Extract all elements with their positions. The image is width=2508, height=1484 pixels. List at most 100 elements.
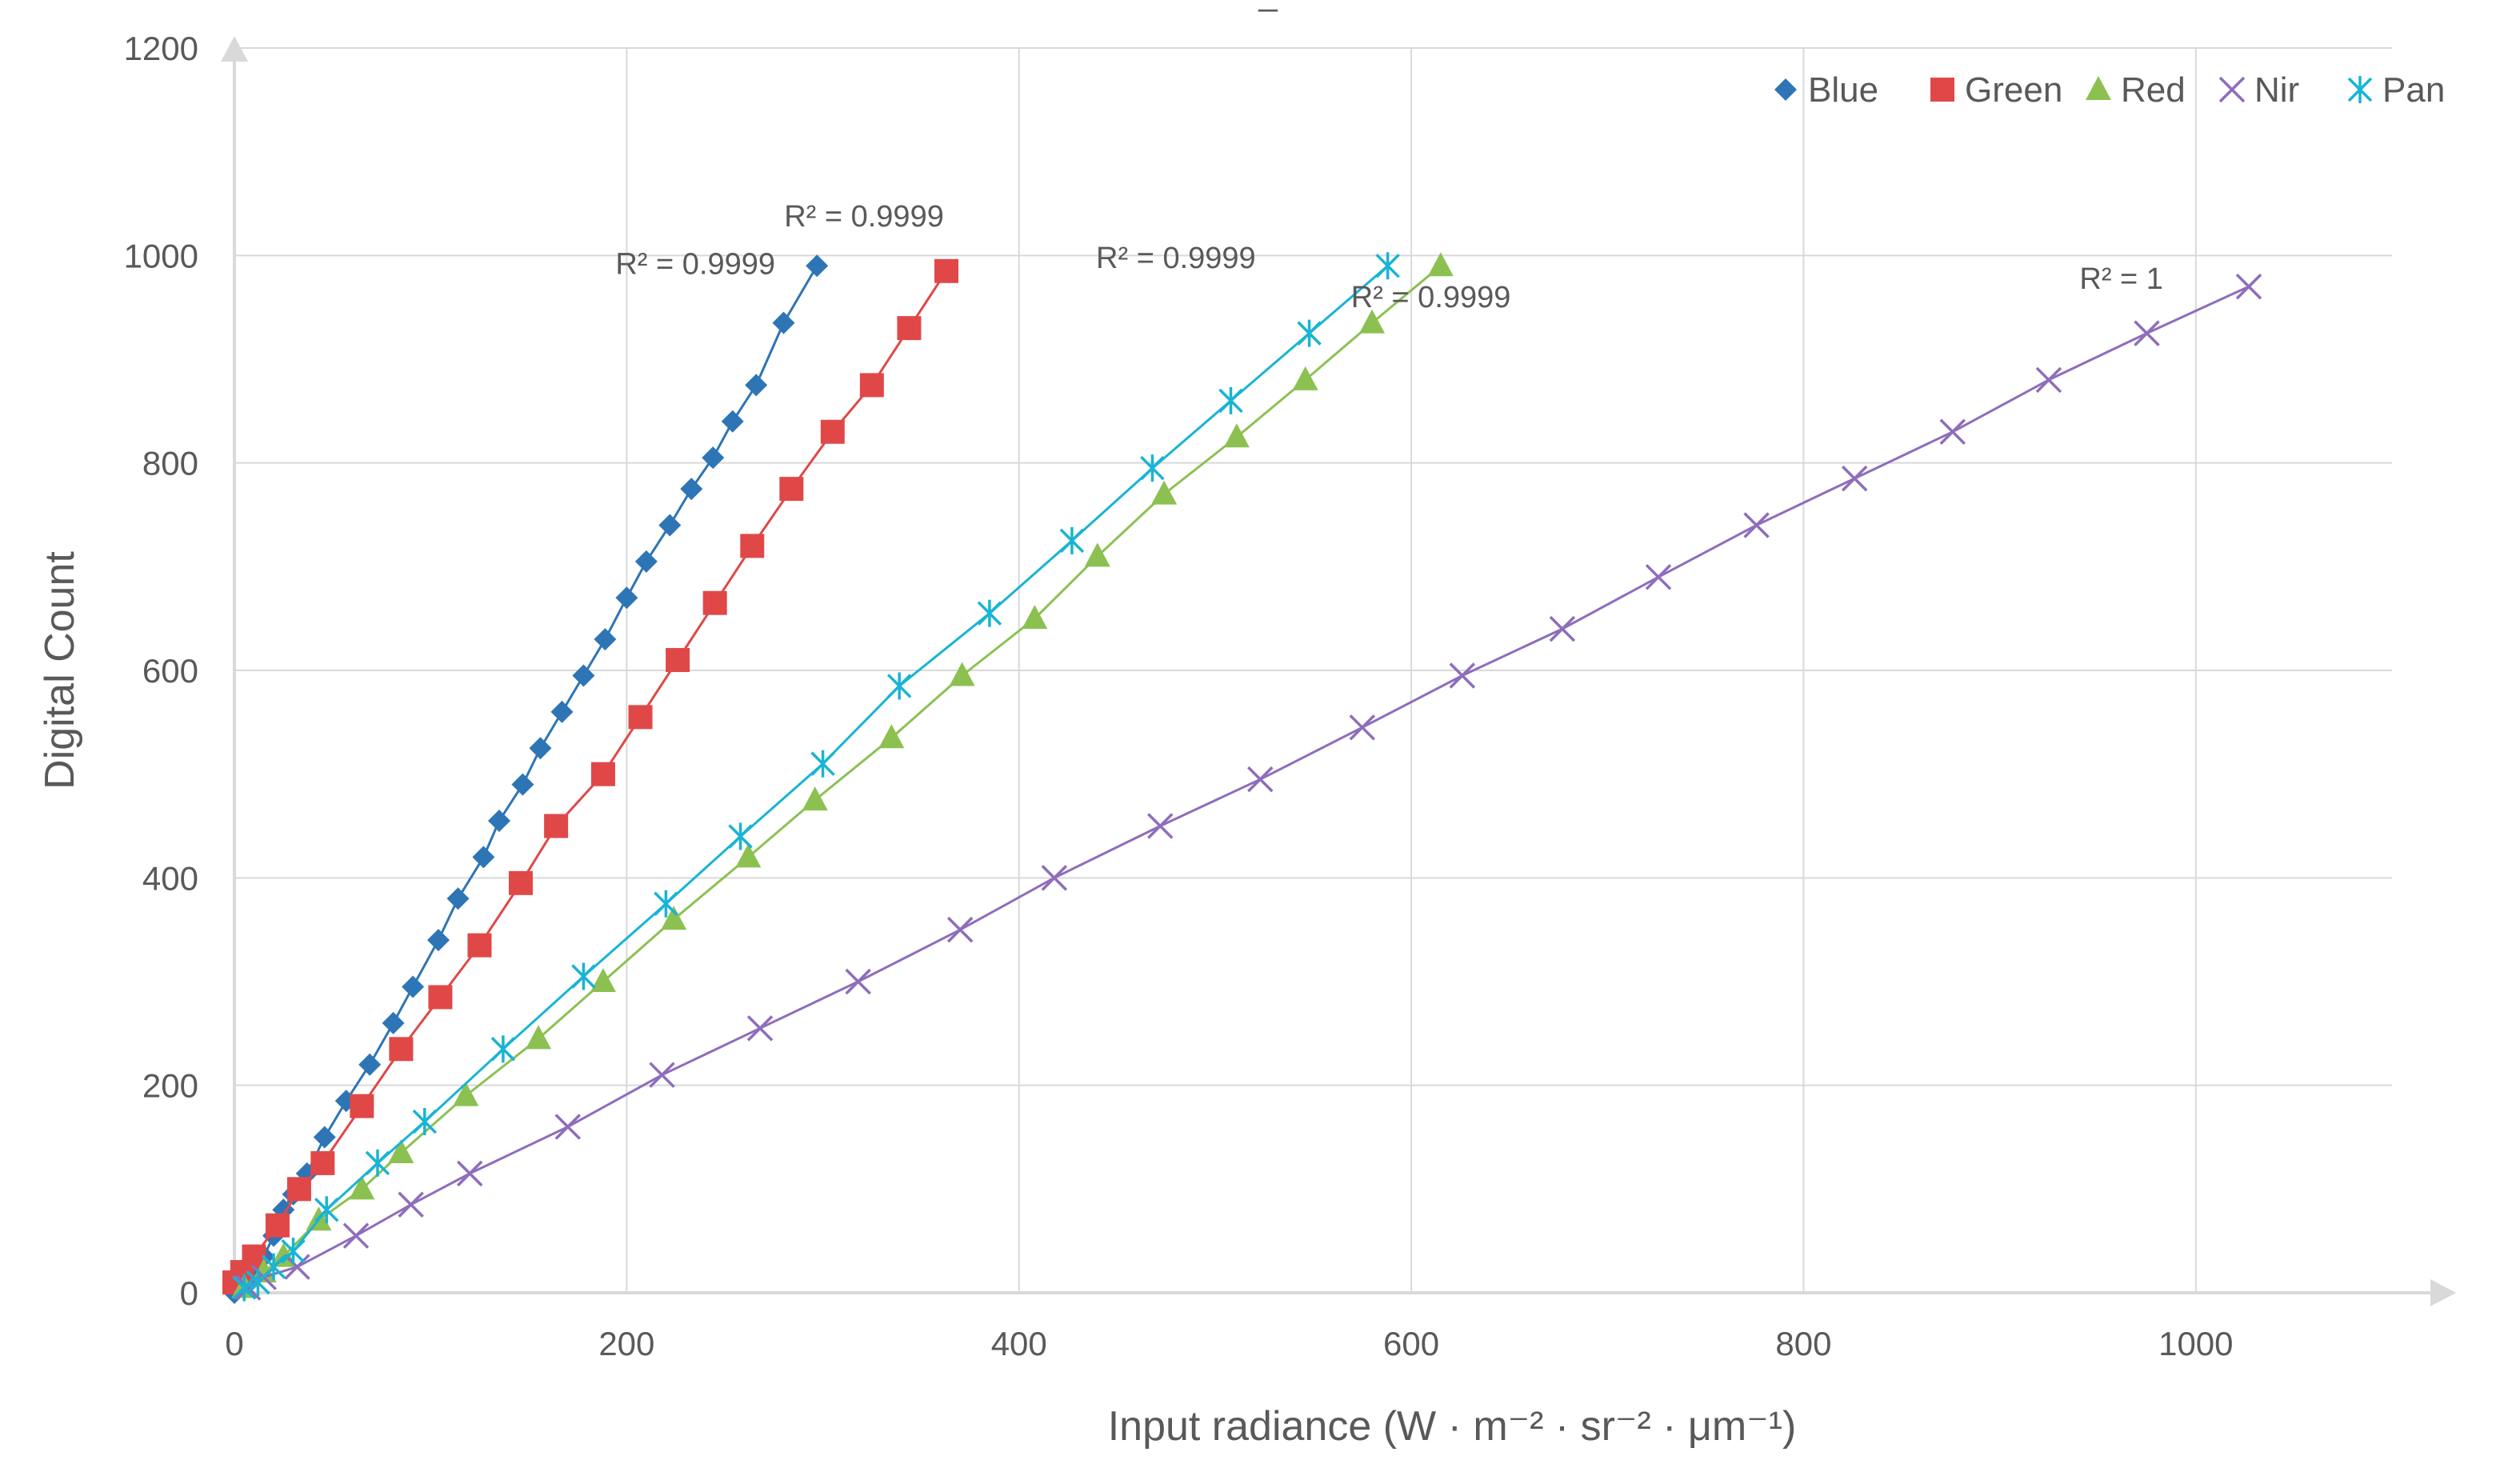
data-point-green: [508, 870, 533, 895]
legend-item-pan: Pan: [2347, 70, 2445, 110]
data-point-nir: [342, 1222, 370, 1249]
data-point-nir: [649, 1062, 675, 1088]
data-point-blue: [426, 929, 450, 952]
legend-label-green: Green: [1965, 70, 2062, 110]
series-line-green: [233, 270, 948, 1283]
marker-stroke: [456, 1160, 483, 1187]
marker-stroke: [1449, 662, 1476, 689]
data-point-pan: [261, 1253, 286, 1281]
series-line-nir: [247, 285, 2250, 1289]
data-point-green: [897, 316, 922, 341]
x-tick-label: 1000: [2158, 1325, 2233, 1362]
r-squared-label-red: R² = 0.9999: [1351, 281, 1511, 314]
data-point-green: [779, 477, 804, 502]
top-mark: _: [1258, 0, 1278, 12]
marker-stroke: [1247, 766, 1274, 793]
x-axis-title: Input radiance (W · m⁻² · sr⁻² · μm⁻¹): [1108, 1403, 1797, 1450]
data-point-red: [1427, 252, 1454, 277]
marker-stroke: [1743, 512, 1770, 538]
marker-stroke: [1147, 813, 1174, 839]
data-point-nir: [1939, 418, 1966, 446]
data-point-green: [310, 1150, 335, 1175]
r-squared-label-green: R² = 0.9999: [784, 200, 944, 234]
x-tick-label: 0: [225, 1325, 243, 1362]
x-tick-label: 200: [598, 1325, 654, 1362]
legend-marker-green: [1930, 78, 1954, 102]
data-point-green: [544, 814, 569, 838]
legend-marker-blue: [1774, 78, 1797, 101]
y-tick-label: 200: [142, 1067, 198, 1105]
legend-item-blue: Blue: [1774, 70, 1878, 110]
marker-stroke: [1041, 865, 1068, 891]
marker-stroke: [2235, 273, 2262, 300]
data-point-pan: [365, 1149, 390, 1177]
r-squared-annotations: R² = 0.9999 R² = 0.9999 R² = 0.9999 R² = 0.…: [615, 200, 2163, 314]
data-point-pan: [412, 1108, 438, 1136]
data-point-nir: [2134, 320, 2160, 346]
data-point-nir: [554, 1114, 582, 1140]
data-point-nir: [284, 1254, 310, 1280]
marker-stroke: [284, 1254, 310, 1280]
marker-stroke: [2218, 76, 2246, 103]
data-point-blue: [358, 1053, 382, 1076]
data-point-green: [590, 762, 615, 786]
data-point-nir: [1349, 714, 1376, 741]
data-point-nir: [1841, 465, 1868, 492]
data-point-red: [388, 1138, 414, 1163]
data-point-blue: [382, 1011, 405, 1034]
data-point-nir: [746, 1015, 774, 1042]
x-tick-label: 400: [991, 1325, 1047, 1362]
data-point-red: [1084, 542, 1110, 567]
data-point-red: [349, 1175, 375, 1200]
y-tick-label: 1000: [124, 237, 198, 274]
data-point-nir: [2035, 366, 2062, 394]
data-point-green: [265, 1213, 290, 1238]
y-tick-label: 800: [142, 445, 198, 482]
marker-stroke: [1645, 564, 1672, 590]
data-point-nir: [1549, 615, 1576, 642]
legend-marker-nir: [2218, 76, 2246, 103]
data-point-nir: [1449, 662, 1476, 689]
data-point-green: [628, 705, 653, 730]
data-point-blue: [594, 628, 617, 651]
marker-stroke: [342, 1222, 370, 1249]
data-point-nir: [2235, 273, 2262, 300]
marker-stroke: [1841, 465, 1868, 492]
data-point-blue: [529, 737, 552, 760]
plot-series: [222, 252, 2262, 1304]
data-point-blue: [402, 975, 425, 998]
data-point-red: [590, 968, 616, 992]
data-point-red: [453, 1082, 479, 1106]
data-point-blue: [615, 586, 638, 610]
data-point-red: [1223, 423, 1250, 448]
data-point-red: [1151, 480, 1178, 505]
data-point-blue: [446, 887, 470, 910]
data-point-pan: [654, 890, 678, 918]
data-point-nir: [845, 968, 871, 995]
data-point-red: [661, 906, 687, 930]
data-point-blue: [680, 478, 703, 501]
series-green: [222, 258, 959, 1295]
axes: 0 200 400 600 800 1000 1200 0 200 400 600 800 1000: [124, 30, 2456, 1362]
data-point-blue: [487, 810, 510, 833]
data-point-blue: [658, 514, 682, 537]
data-point-green: [428, 985, 453, 1010]
data-point-green: [666, 648, 690, 673]
data-point-green: [934, 258, 959, 283]
data-point-green: [389, 1037, 414, 1062]
marker-stroke: [649, 1062, 675, 1088]
legend-label-pan: Pan: [2382, 70, 2445, 110]
data-point-nir: [398, 1191, 424, 1218]
r-squared-label-blue: R² = 0.9999: [615, 248, 775, 282]
marker-stroke: [2134, 320, 2160, 346]
data-point-red: [802, 786, 828, 811]
data-point-pan: [886, 672, 912, 700]
data-point-blue: [721, 410, 744, 433]
y-tick-label: 0: [180, 1274, 198, 1312]
data-point-pan: [281, 1238, 306, 1266]
data-point-green: [350, 1094, 374, 1118]
series-nir: [234, 273, 2262, 1301]
data-point-pan: [810, 750, 835, 778]
